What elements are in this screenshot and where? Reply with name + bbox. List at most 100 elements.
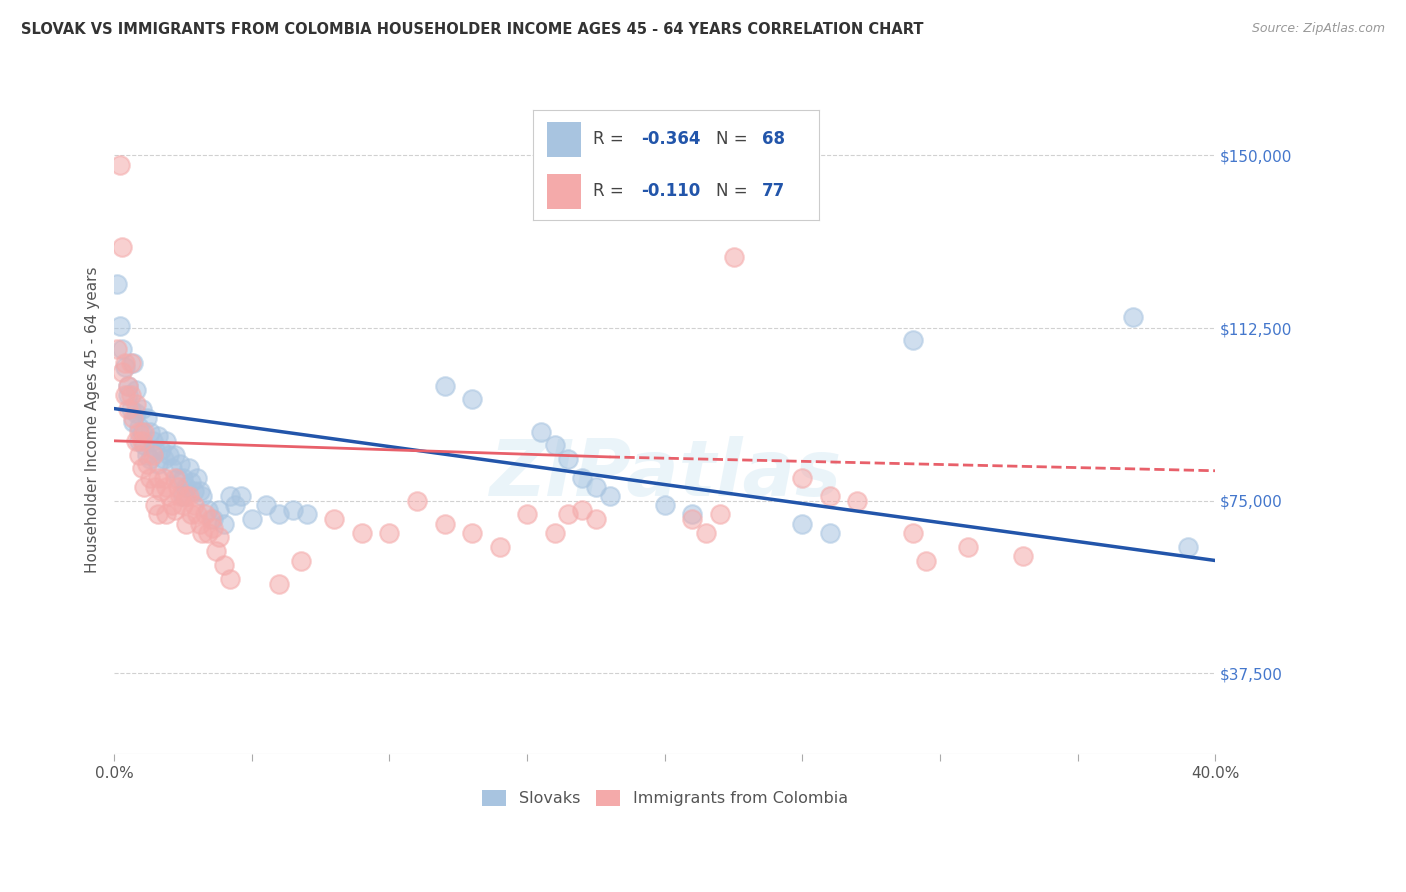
Point — [125, 434, 148, 448]
Point — [585, 480, 607, 494]
Point — [571, 503, 593, 517]
Point — [117, 378, 139, 392]
Point — [224, 498, 246, 512]
Point — [792, 516, 814, 531]
Point — [134, 480, 156, 494]
Point — [174, 489, 197, 503]
Point — [142, 448, 165, 462]
Point — [155, 508, 177, 522]
Point — [117, 378, 139, 392]
Point — [136, 448, 159, 462]
Point — [152, 470, 174, 484]
Point — [163, 503, 186, 517]
Point — [111, 342, 134, 356]
Point — [915, 553, 938, 567]
Legend: Slovaks, Immigrants from Colombia: Slovaks, Immigrants from Colombia — [475, 783, 853, 813]
Point — [183, 498, 205, 512]
Point — [105, 277, 128, 292]
Point — [120, 401, 142, 416]
Point — [202, 512, 225, 526]
Point — [169, 457, 191, 471]
Text: ZIPatlas: ZIPatlas — [489, 435, 841, 511]
Point — [166, 480, 188, 494]
Point — [956, 540, 979, 554]
Point — [117, 388, 139, 402]
Point — [163, 448, 186, 462]
Point — [543, 525, 565, 540]
Point — [134, 438, 156, 452]
Point — [269, 508, 291, 522]
Point — [186, 508, 208, 522]
Point — [120, 388, 142, 402]
Point — [214, 516, 236, 531]
Point — [128, 434, 150, 448]
Point — [681, 512, 703, 526]
Point — [131, 461, 153, 475]
Point — [174, 516, 197, 531]
Point — [163, 470, 186, 484]
Point — [128, 448, 150, 462]
Point — [145, 480, 167, 494]
Point — [131, 401, 153, 416]
Point — [695, 525, 717, 540]
Point — [543, 438, 565, 452]
Point — [114, 355, 136, 369]
Point — [191, 489, 214, 503]
Point — [180, 475, 202, 490]
Point — [125, 383, 148, 397]
Point — [792, 470, 814, 484]
Point — [1177, 540, 1199, 554]
Point — [488, 540, 510, 554]
Point — [139, 425, 162, 439]
Point — [150, 484, 173, 499]
Point — [183, 484, 205, 499]
Point — [723, 250, 745, 264]
Point — [108, 158, 131, 172]
Point — [654, 498, 676, 512]
Point — [148, 470, 170, 484]
Point — [557, 452, 579, 467]
Point — [516, 508, 538, 522]
Point — [122, 355, 145, 369]
Point — [191, 525, 214, 540]
Point — [117, 401, 139, 416]
Y-axis label: Householder Income Ages 45 - 64 years: Householder Income Ages 45 - 64 years — [86, 267, 100, 574]
Point — [111, 240, 134, 254]
Point — [160, 461, 183, 475]
Point — [530, 425, 553, 439]
Point — [1122, 310, 1144, 324]
Point — [166, 470, 188, 484]
Text: Source: ZipAtlas.com: Source: ZipAtlas.com — [1251, 22, 1385, 36]
Point — [599, 489, 621, 503]
Point — [150, 443, 173, 458]
Point — [281, 503, 304, 517]
Point — [229, 489, 252, 503]
Point — [200, 512, 222, 526]
Text: SLOVAK VS IMMIGRANTS FROM COLOMBIA HOUSEHOLDER INCOME AGES 45 - 64 YEARS CORRELA: SLOVAK VS IMMIGRANTS FROM COLOMBIA HOUSE… — [21, 22, 924, 37]
Point — [218, 489, 240, 503]
Point — [188, 516, 211, 531]
Point — [145, 498, 167, 512]
Point — [122, 410, 145, 425]
Point — [148, 457, 170, 471]
Point — [120, 355, 142, 369]
Point — [681, 508, 703, 522]
Point — [197, 525, 219, 540]
Point — [125, 397, 148, 411]
Point — [1011, 549, 1033, 563]
Point — [197, 503, 219, 517]
Point — [240, 512, 263, 526]
Point — [433, 516, 456, 531]
Point — [188, 484, 211, 499]
Point — [157, 489, 180, 503]
Point — [136, 457, 159, 471]
Point — [208, 531, 231, 545]
Point — [846, 493, 869, 508]
Point — [818, 489, 841, 503]
Point — [152, 452, 174, 467]
Point — [108, 318, 131, 333]
Point — [177, 461, 200, 475]
Point — [585, 512, 607, 526]
Point — [122, 416, 145, 430]
Point — [406, 493, 429, 508]
